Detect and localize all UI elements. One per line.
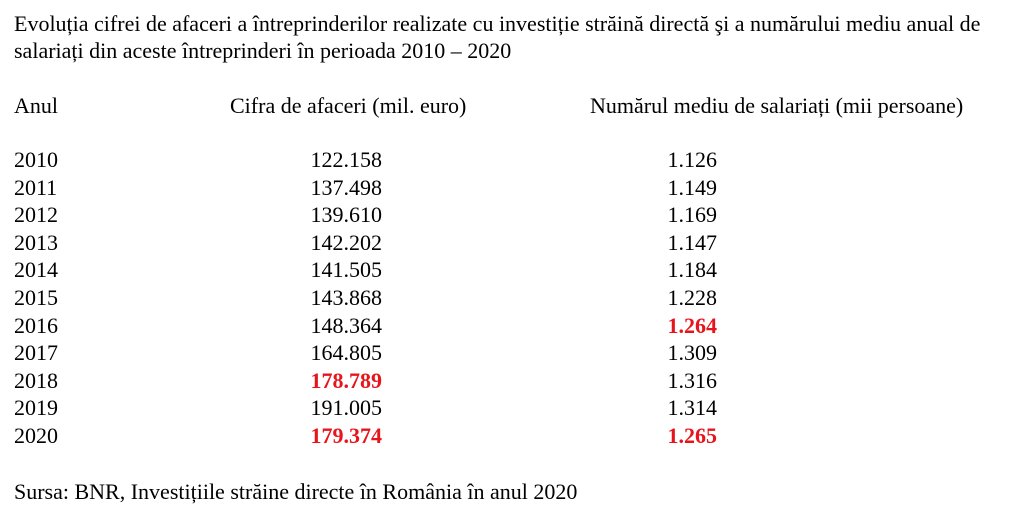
turnover-cell: 137.498 [310, 174, 383, 200]
turnover-cell: 178.789 [310, 367, 383, 393]
employees-cell: 1.309 [667, 340, 718, 366]
table-row: 2011 137.498 1.149 [0, 174, 1010, 202]
turnover-cell: 142.202 [310, 229, 383, 255]
year-cell: 2010 [14, 147, 58, 172]
turnover-cell: 148.364 [310, 312, 383, 338]
table-row: 2015 143.868 1.228 [0, 284, 1010, 312]
column-header-year: Anul [14, 93, 58, 118]
year-cell: 2019 [14, 395, 58, 421]
employees-cell: 1.316 [667, 367, 718, 393]
employees-cell: 1.149 [667, 174, 718, 200]
column-header-employees: Numărul mediu de salariați (mii persoane… [590, 93, 964, 118]
year-cell: 2020 [14, 422, 58, 448]
year-cell: 2017 [14, 340, 58, 366]
column-header-turnover: Cifra de afaceri (mil. euro) [230, 93, 467, 118]
employees-cell: 1.126 [667, 147, 718, 172]
employees-cell: 1.264 [667, 312, 718, 338]
table-row: 2010 122.158 1.126 [0, 146, 1010, 174]
year-cell: 2015 [14, 284, 58, 310]
turnover-cell: 143.868 [310, 284, 383, 310]
turnover-cell: 179.374 [310, 422, 383, 448]
source-note: Sursa: BNR, Investițiile străine directe… [14, 479, 578, 504]
data-table-body: 2010 122.158 1.126 2011 137.498 1.149 20… [0, 146, 1010, 450]
employees-cell: 1.169 [667, 202, 718, 228]
employees-cell: 1.314 [667, 395, 718, 421]
employees-cell: 1.265 [667, 422, 718, 448]
employees-cell: 1.228 [667, 284, 718, 310]
table-title: Evoluția cifrei de afaceri a întreprinde… [14, 11, 981, 63]
year-cell: 2018 [14, 367, 58, 393]
table-row: 2019 191.005 1.314 [0, 394, 1010, 422]
table-row: 2013 142.202 1.147 [0, 229, 1010, 257]
year-cell: 2016 [14, 312, 58, 338]
year-cell: 2012 [14, 202, 58, 228]
turnover-cell: 191.005 [310, 395, 383, 421]
table-row: 2014 141.505 1.184 [0, 256, 1010, 284]
employees-cell: 1.184 [667, 257, 718, 283]
turnover-cell: 122.158 [310, 147, 383, 172]
year-cell: 2014 [14, 257, 58, 283]
table-row: 2020 179.374 1.265 [0, 422, 1010, 450]
table-row: 2018 178.789 1.316 [0, 367, 1010, 395]
turnover-cell: 139.610 [310, 202, 383, 228]
turnover-cell: 164.805 [310, 340, 383, 366]
table-row: 2012 139.610 1.169 [0, 201, 1010, 229]
table-row: 2017 164.805 1.309 [0, 339, 1010, 367]
table-row: 2016 148.364 1.264 [0, 312, 1010, 340]
year-cell: 2011 [14, 174, 58, 200]
year-cell: 2013 [14, 229, 58, 255]
employees-cell: 1.147 [667, 229, 718, 255]
turnover-cell: 141.505 [310, 257, 383, 283]
